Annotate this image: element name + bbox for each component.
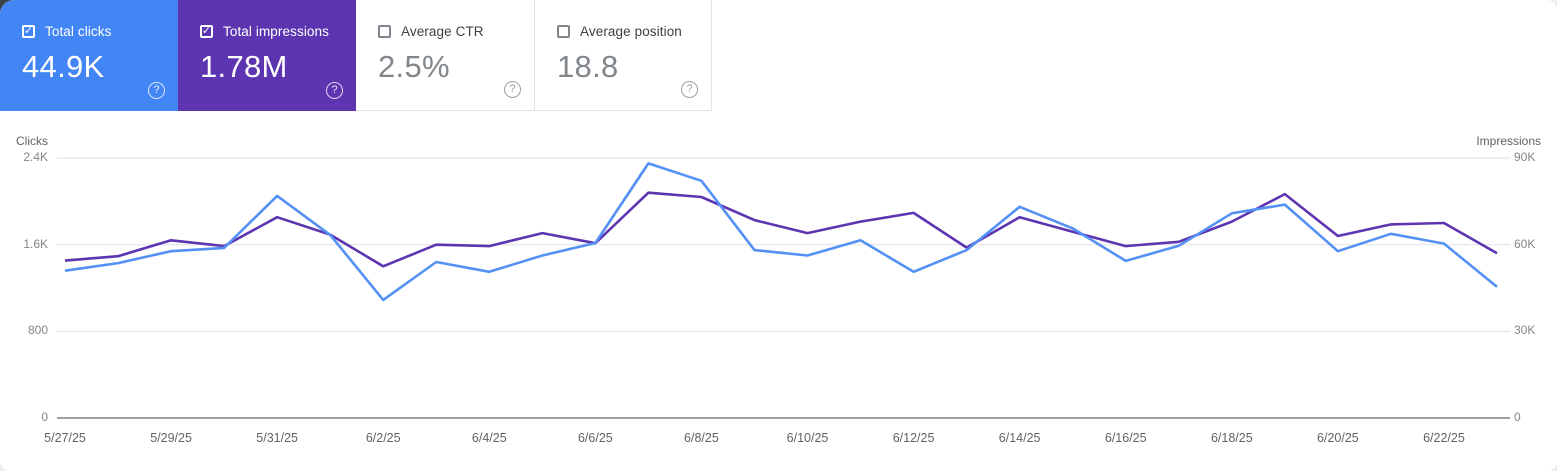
date-label: 6/20/25 [1317, 431, 1359, 445]
date-label: 5/31/25 [256, 431, 298, 445]
date-label: 6/6/25 [577, 431, 613, 445]
date-label: 6/14/25 [998, 431, 1041, 445]
date-label: 6/2/25 [365, 431, 401, 445]
total-impressions-value: 1.78M [200, 49, 288, 84]
average-ctr-checkbox[interactable] [378, 25, 391, 38]
date-label: 6/12/25 [892, 431, 935, 445]
right-axis-title: Impressions [1476, 134, 1541, 148]
left-axis-tick: 1.6K [23, 236, 48, 251]
help-icon[interactable]: ? [681, 81, 698, 98]
right-axis-tick: 0 [1514, 410, 1521, 424]
total-clicks-label: Total clicks [45, 24, 112, 39]
date-label: 5/27/25 [44, 431, 86, 445]
date-label: 6/22/25 [1423, 431, 1465, 445]
total-clicks-value: 44.9K [22, 49, 105, 84]
date-label: 5/29/25 [150, 431, 192, 445]
average-position-card[interactable]: Average position 18.8 ? [534, 0, 712, 111]
right-axis-tick: 60K [1514, 236, 1536, 251]
left-axis-tick: 0 [41, 410, 48, 424]
metric-cards-row: ✓ Total clicks 44.9K ? ✓ Total impressio… [0, 0, 1557, 111]
average-position-value: 18.8 [557, 49, 619, 84]
total-impressions-card[interactable]: ✓ Total impressions 1.78M ? [178, 0, 356, 111]
right-axis-tick: 90K [1514, 150, 1536, 164]
total-clicks-line[interactable] [64, 162, 1498, 302]
date-label: 6/16/25 [1104, 431, 1147, 445]
date-label: 6/8/25 [684, 431, 719, 445]
date-label: 6/10/25 [786, 431, 829, 445]
average-ctr-label: Average CTR [401, 24, 484, 39]
left-axis-title: Clicks [16, 134, 48, 148]
help-icon[interactable]: ? [326, 82, 343, 99]
average-position-checkbox[interactable] [557, 25, 570, 38]
total-clicks-checkbox[interactable]: ✓ [22, 25, 35, 38]
total-impressions-label: Total impressions [223, 24, 329, 39]
help-icon[interactable]: ? [504, 81, 521, 98]
left-axis-tick: 800 [27, 323, 48, 338]
left-axis-tick: 2.4K [23, 150, 48, 164]
total-impressions-checkbox[interactable]: ✓ [200, 25, 213, 38]
help-icon[interactable]: ? [148, 82, 165, 99]
date-label: 6/4/25 [471, 431, 507, 445]
total-clicks-card[interactable]: ✓ Total clicks 44.9K ? [0, 0, 178, 111]
average-ctr-value: 2.5% [378, 49, 450, 84]
right-axis-tick: 30K [1514, 323, 1536, 338]
date-label: 6/18/25 [1210, 431, 1253, 445]
average-position-label: Average position [580, 24, 682, 39]
average-ctr-card[interactable]: Average CTR 2.5% ? [356, 0, 534, 111]
